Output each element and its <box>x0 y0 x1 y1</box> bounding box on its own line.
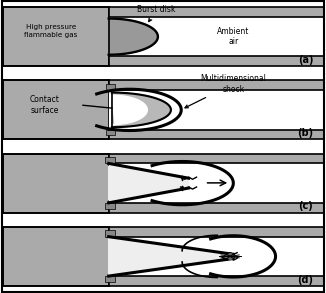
Bar <box>109 80 323 90</box>
Text: High pressure
flammable gas: High pressure flammable gas <box>24 24 78 38</box>
Polygon shape <box>109 258 233 276</box>
Text: Contact
surface: Contact surface <box>30 95 60 115</box>
Polygon shape <box>109 237 233 254</box>
Bar <box>109 130 323 139</box>
Bar <box>106 203 115 209</box>
Text: Multidimensional
shock: Multidimensional shock <box>185 74 266 108</box>
Bar <box>109 56 323 66</box>
Bar <box>106 157 115 163</box>
Bar <box>106 230 115 237</box>
Bar <box>109 237 323 276</box>
Bar <box>109 276 323 286</box>
Bar <box>3 80 109 139</box>
Text: Ambient
air: Ambient air <box>217 27 249 46</box>
Polygon shape <box>112 95 147 125</box>
Bar <box>106 276 115 282</box>
Text: (b): (b) <box>297 128 313 138</box>
Polygon shape <box>112 93 171 127</box>
Bar <box>109 17 323 56</box>
Polygon shape <box>109 163 188 178</box>
Bar <box>109 203 323 213</box>
Bar <box>109 227 323 237</box>
Bar <box>3 7 109 66</box>
Text: (a): (a) <box>298 55 313 65</box>
Text: Burst disk: Burst disk <box>138 5 176 21</box>
Text: (c): (c) <box>298 201 313 211</box>
Bar <box>106 84 115 90</box>
Text: (d): (d) <box>297 275 313 285</box>
Bar <box>109 163 323 203</box>
Polygon shape <box>109 237 233 276</box>
Polygon shape <box>109 188 188 203</box>
Bar <box>3 154 109 213</box>
Bar <box>3 227 109 286</box>
Bar <box>106 130 115 135</box>
Polygon shape <box>109 18 158 55</box>
Bar <box>109 90 323 130</box>
Bar <box>109 7 323 17</box>
Polygon shape <box>109 166 188 200</box>
Bar <box>109 154 323 163</box>
